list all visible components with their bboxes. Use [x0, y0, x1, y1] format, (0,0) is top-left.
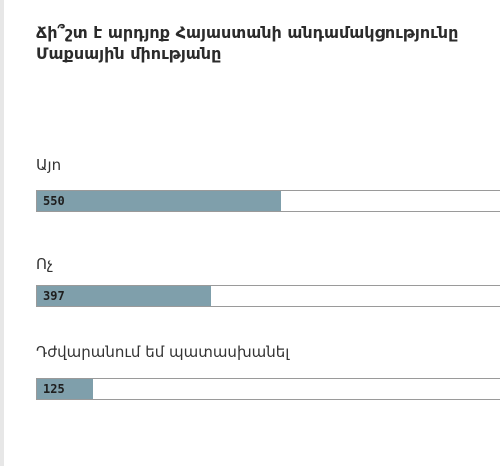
left-border-strip [0, 0, 4, 466]
vote-count-undecided: 125 [43, 382, 65, 396]
result-bar-yes: 550 [36, 190, 500, 212]
vote-count-no: 397 [43, 289, 65, 303]
result-bar-no: 397 [36, 285, 500, 307]
bar-fill-no [37, 286, 211, 306]
vote-count-yes: 550 [43, 194, 65, 208]
poll-question: Ճի՞շտ է արդյոք Հայաստանի անդամակցություն… [36, 23, 459, 63]
option-label-undecided: Դժվարանում եմ պատասխանել [36, 343, 290, 361]
bar-fill-undecided [37, 379, 94, 399]
result-bar-undecided: 125 [36, 378, 500, 400]
option-label-no: Ոչ [36, 255, 54, 273]
option-label-yes: Այո [36, 156, 62, 174]
bar-fill-yes [37, 191, 282, 211]
